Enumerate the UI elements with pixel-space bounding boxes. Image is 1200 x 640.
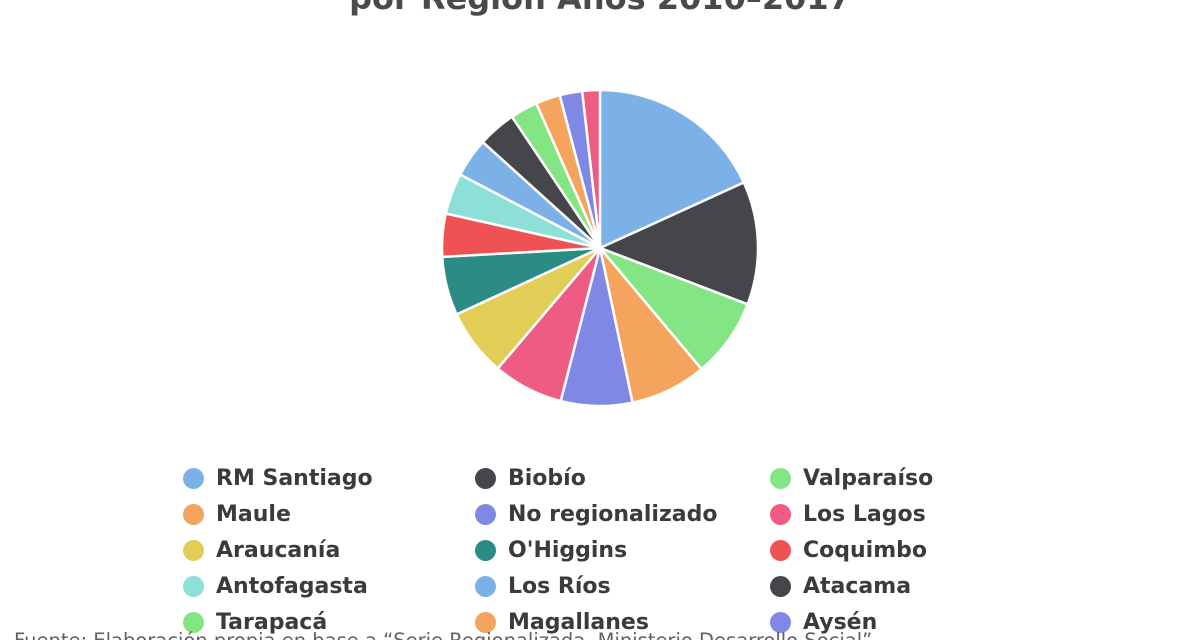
legend-item-maule[interactable]: Maule <box>183 496 291 532</box>
legend-swatch-icon <box>475 503 496 525</box>
legend-swatch-icon <box>183 467 204 489</box>
legend-item-label: Magallanes <box>508 609 649 635</box>
legend-swatch-icon <box>770 611 791 633</box>
legend-item-coquimbo[interactable]: Coquimbo <box>770 532 927 568</box>
legend-item-label: Biobío <box>508 465 586 491</box>
legend-swatch-icon <box>770 539 791 561</box>
legend-swatch-icon <box>183 539 204 561</box>
legend-swatch-icon <box>475 575 496 597</box>
legend-item-magallanes[interactable]: Magallanes <box>475 604 649 640</box>
legend-item-label: Araucanía <box>216 537 341 563</box>
legend-item-label: Coquimbo <box>803 537 927 563</box>
chart-title: por Región Años 2010–2017 <box>0 0 1200 17</box>
legend-item-o-higgins[interactable]: O'Higgins <box>475 532 627 568</box>
legend-item-no-regionalizado[interactable]: No regionalizado <box>475 496 717 532</box>
legend-item-label: Valparaíso <box>803 465 934 491</box>
legend-item-label: O'Higgins <box>508 537 628 563</box>
legend-item-rm-santiago[interactable]: RM Santiago <box>183 460 373 496</box>
legend-item-label: Atacama <box>803 573 912 599</box>
pie-svg <box>440 88 760 408</box>
legend-swatch-icon <box>183 503 204 525</box>
pie-slice-biobio[interactable] <box>598 181 760 306</box>
legend-swatch-icon <box>475 467 496 489</box>
legend-swatch-icon <box>770 467 791 489</box>
legend-swatch-icon <box>770 575 791 597</box>
legend-item-antofagasta[interactable]: Antofagasta <box>183 568 368 604</box>
legend-swatch-icon <box>475 611 496 633</box>
legend-item-label: No regionalizado <box>508 501 718 527</box>
legend-item-label: Los Ríos <box>508 573 611 599</box>
source-note: Fuente: Elaboración propia en base a “Se… <box>14 629 872 640</box>
legend-swatch-icon <box>183 611 204 633</box>
legend-item-label: RM Santiago <box>216 465 373 491</box>
pie-chart <box>437 85 763 411</box>
pie-slice-16[interactable] <box>580 88 602 250</box>
legend-item-label: Los Lagos <box>803 501 926 527</box>
legend-item-tarapaca[interactable]: Tarapacá <box>183 604 327 640</box>
legend-item-label: Antofagasta <box>216 573 368 599</box>
legend-item-label: Tarapacá <box>216 609 328 635</box>
pie-slice-rm-santiago[interactable] <box>598 88 746 250</box>
legend-swatch-icon <box>475 539 496 561</box>
legend-item-araucania[interactable]: Araucanía <box>183 532 340 568</box>
legend-item-label: Aysén <box>803 609 878 635</box>
legend-item-label: Maule <box>216 501 291 527</box>
legend-item-los-lagos[interactable]: Los Lagos <box>770 496 926 532</box>
legend-item-atacama[interactable]: Atacama <box>770 568 911 604</box>
legend-item-biobio[interactable]: Biobío <box>475 460 586 496</box>
legend-swatch-icon <box>770 503 791 525</box>
legend-item-los-rios[interactable]: Los Ríos <box>475 568 611 604</box>
legend-item-valparaiso[interactable]: Valparaíso <box>770 460 933 496</box>
legend-swatch-icon <box>183 575 204 597</box>
legend-item-aysen[interactable]: Aysén <box>770 604 877 640</box>
